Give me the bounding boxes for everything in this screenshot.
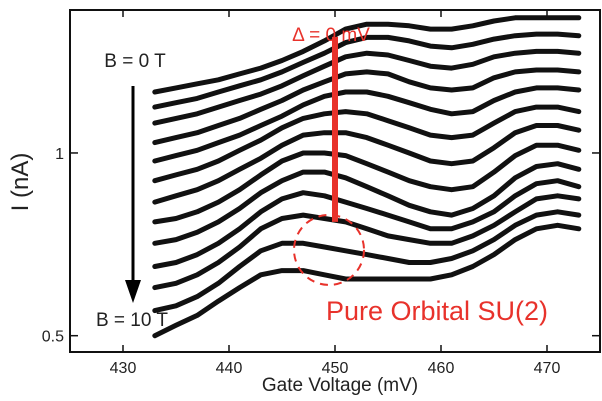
field-arrow-head bbox=[125, 280, 141, 303]
x-ticks: 430 440 450 460 470 bbox=[110, 10, 561, 377]
series-line-6 bbox=[152, 123, 582, 205]
y-tick-label: 1 bbox=[55, 146, 64, 163]
series-line-8 bbox=[152, 161, 582, 246]
x-tick-label: 470 bbox=[534, 360, 561, 377]
series-line-7 bbox=[152, 142, 582, 225]
y-ticks: 0.51 bbox=[42, 146, 600, 346]
x-axis-label: Gate Voltage (mV) bbox=[262, 375, 418, 396]
series-line-2 bbox=[152, 48, 582, 126]
series-line-9 bbox=[152, 178, 582, 269]
y-tick-label: 0.5 bbox=[42, 329, 64, 346]
series-group bbox=[152, 15, 582, 339]
series-line-4 bbox=[152, 85, 582, 164]
x-tick-label: 460 bbox=[428, 360, 455, 377]
series-line-12 bbox=[152, 222, 582, 339]
series-line-10 bbox=[152, 193, 582, 291]
series-line-5 bbox=[152, 104, 582, 184]
series-line-0 bbox=[152, 15, 582, 95]
x-tick-label: 430 bbox=[110, 360, 137, 377]
series-line-3 bbox=[152, 67, 582, 146]
delta-label: Δ = 0 mV bbox=[292, 25, 370, 46]
x-tick-label: 440 bbox=[216, 360, 243, 377]
y-axis-label: I (nA) bbox=[7, 153, 34, 212]
series-line-1 bbox=[152, 31, 582, 110]
b-start-label: B = 0 T bbox=[104, 51, 166, 72]
b-end-label: B = 10 T bbox=[96, 310, 168, 331]
pure-orbital-label: Pure Orbital SU(2) bbox=[326, 296, 548, 326]
x-tick-label: 450 bbox=[322, 360, 349, 377]
annotations: B = 0 T B = 10 T Δ = 0 mV Pure Orbital SU(2… bbox=[96, 25, 548, 331]
series-line-11 bbox=[152, 209, 582, 314]
